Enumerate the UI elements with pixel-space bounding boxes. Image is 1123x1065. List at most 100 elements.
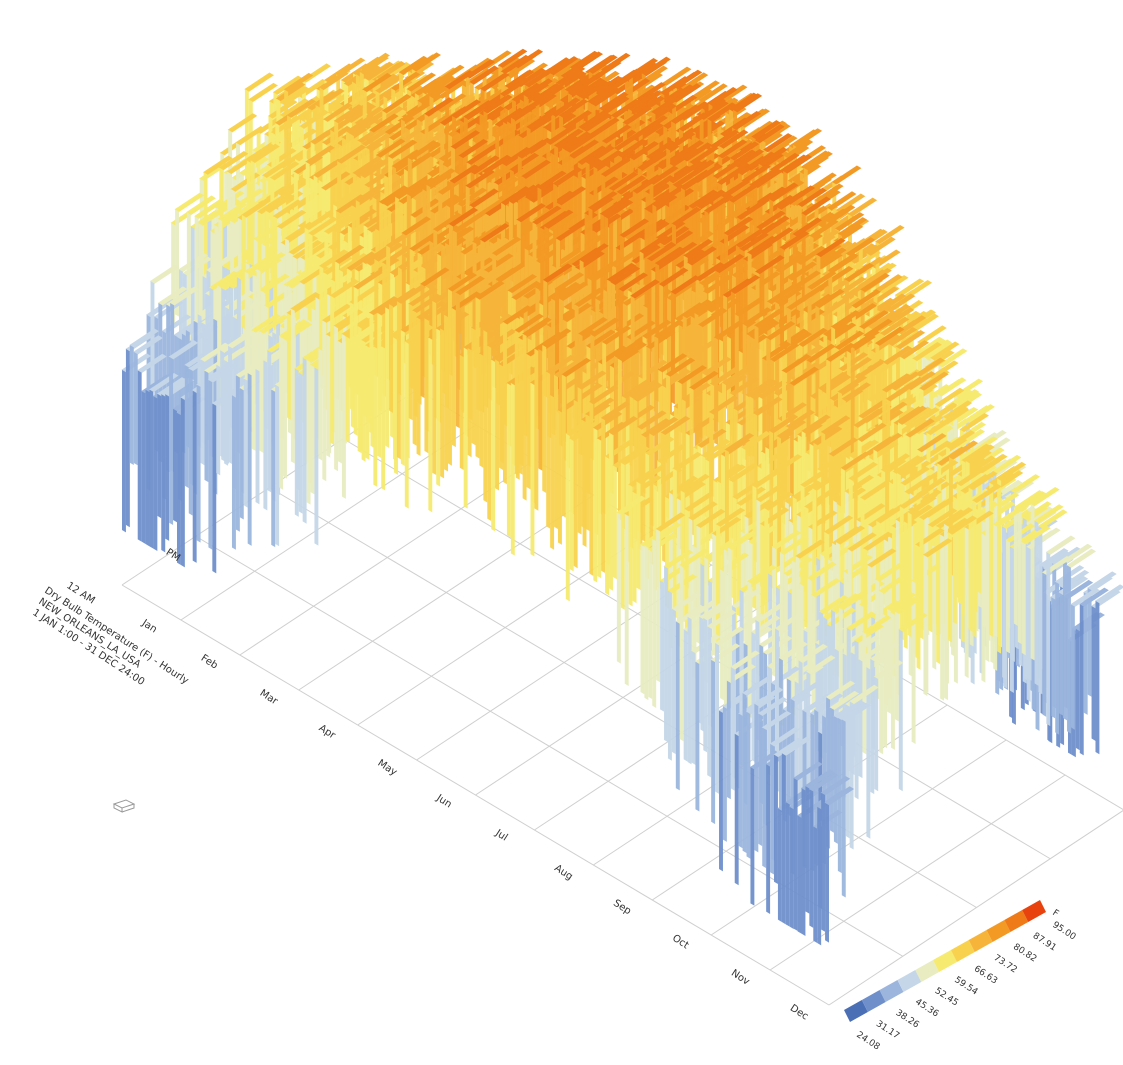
surface-wall	[436, 328, 441, 487]
x-tick-label-feb: Feb	[199, 653, 220, 672]
surface-wall	[1070, 604, 1075, 730]
surface-wall	[754, 703, 759, 853]
surface-wall	[652, 538, 657, 708]
surface-wall	[750, 767, 755, 906]
surface-cell	[751, 120, 781, 140]
surface-wall	[424, 318, 429, 454]
surface-wall	[947, 532, 952, 643]
surface-wall	[483, 330, 488, 503]
surface-cell	[381, 94, 412, 114]
surface-wall	[455, 292, 460, 429]
surface-wall	[279, 335, 284, 490]
surface-cell	[565, 133, 596, 154]
surface-wall	[762, 727, 767, 869]
surface-wall	[671, 608, 676, 755]
surface-cell	[524, 68, 554, 88]
surface-wall	[341, 333, 346, 499]
surface-wall	[534, 348, 539, 511]
surface-cell	[516, 203, 546, 223]
surface-wall	[616, 512, 621, 664]
surface-wall	[1063, 560, 1067, 721]
surface-wall	[349, 302, 354, 411]
surface-wall	[854, 640, 859, 800]
surface-cell	[555, 66, 586, 86]
surface-wall	[550, 395, 555, 550]
surface-cell	[248, 82, 278, 103]
surface-wall	[1038, 526, 1043, 695]
surface-wall	[770, 743, 775, 875]
surface-wall	[964, 527, 969, 679]
surface-cell	[1094, 584, 1123, 604]
surface-wall	[714, 337, 719, 446]
surface-wall	[734, 733, 739, 886]
surface-wall	[719, 710, 723, 872]
surface-cell	[641, 56, 671, 76]
surface-wall	[357, 325, 362, 454]
surface-wall	[361, 340, 366, 462]
surface-wall	[687, 616, 692, 765]
surface-cell	[261, 158, 292, 179]
surface-wall	[125, 349, 130, 528]
surface-cell	[264, 193, 295, 214]
surface-wall	[817, 806, 822, 946]
surface-cell	[550, 97, 581, 117]
surface-wall	[577, 387, 582, 535]
surface-wall	[389, 304, 394, 413]
surface-wall	[487, 345, 492, 521]
surface-wall	[1051, 597, 1056, 719]
surface-cell	[1066, 548, 1097, 568]
surface-wall	[318, 348, 323, 461]
surface-wall	[165, 394, 170, 541]
surface-wall	[797, 815, 802, 934]
surface-wall	[798, 660, 803, 802]
surface-wall	[200, 359, 205, 466]
surface-wall	[302, 357, 307, 524]
surface-wall	[173, 408, 177, 523]
surface-wall	[153, 396, 158, 551]
surface-wall	[345, 336, 350, 443]
surface-cell	[517, 139, 547, 159]
surface-wall	[683, 629, 688, 762]
surface-wall	[845, 704, 850, 839]
surface-wall	[730, 667, 735, 791]
surface-wall	[369, 312, 374, 435]
surface-cell	[1033, 504, 1064, 524]
surface-wall	[184, 364, 189, 489]
surface-wall	[122, 369, 126, 533]
surface-wall	[711, 659, 716, 825]
surface-wall	[310, 364, 315, 495]
surface-wall	[923, 554, 928, 697]
surface-wall	[444, 314, 449, 472]
surface-wall	[554, 374, 558, 530]
surface-wall	[841, 719, 846, 898]
surface-wall	[1075, 628, 1080, 751]
legend-swatch	[986, 920, 1011, 942]
surface-wall	[968, 487, 973, 632]
surface-cell	[217, 202, 248, 222]
surface-wall	[809, 789, 814, 928]
surface-wall	[777, 808, 782, 922]
surface-cell	[400, 102, 431, 122]
surface-wall	[664, 566, 668, 743]
legend-value-label: 31.17	[874, 1019, 901, 1041]
surface-wall	[716, 524, 721, 654]
surface-wall	[322, 320, 327, 482]
surface-wall	[919, 517, 924, 640]
surface-wall	[833, 716, 838, 844]
surface-wall	[412, 310, 417, 446]
legend-value-label: 24.08	[854, 1030, 881, 1053]
legend-unit-label: F	[1050, 908, 1060, 919]
disk-icon[interactable]	[112, 798, 136, 816]
surface-wall	[247, 373, 252, 546]
legend-value-label: 87.91	[1031, 931, 1058, 953]
legend-swatch	[897, 970, 922, 992]
surface-wall	[766, 764, 771, 914]
surface-wall	[691, 650, 696, 765]
surface-wall	[648, 549, 653, 700]
x-tick-label-dec: Dec	[788, 1003, 810, 1023]
surface-wall	[679, 565, 684, 742]
legend-value-label: 52.45	[933, 986, 960, 1008]
surface-wall	[459, 354, 464, 471]
x-tick-label-apr: Apr	[317, 723, 338, 742]
